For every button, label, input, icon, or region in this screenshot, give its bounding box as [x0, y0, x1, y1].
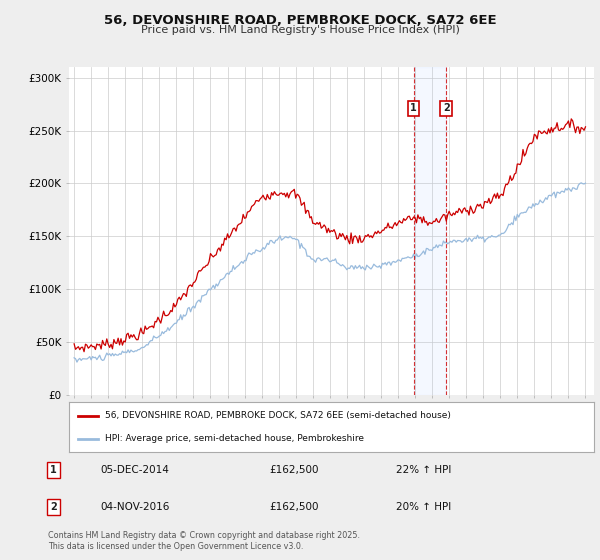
Text: 04-NOV-2016: 04-NOV-2016 — [101, 502, 170, 512]
Text: 1: 1 — [410, 103, 417, 113]
Text: 22% ↑ HPI: 22% ↑ HPI — [397, 465, 452, 475]
Text: 2: 2 — [50, 502, 56, 512]
Text: £162,500: £162,500 — [270, 502, 319, 512]
Text: 2: 2 — [443, 103, 449, 113]
Text: Contains HM Land Registry data © Crown copyright and database right 2025.: Contains HM Land Registry data © Crown c… — [48, 531, 360, 540]
Text: HPI: Average price, semi-detached house, Pembrokeshire: HPI: Average price, semi-detached house,… — [105, 435, 364, 444]
Text: £162,500: £162,500 — [270, 465, 319, 475]
Text: 1: 1 — [50, 465, 56, 475]
Text: Price paid vs. HM Land Registry's House Price Index (HPI): Price paid vs. HM Land Registry's House … — [140, 25, 460, 35]
Text: 56, DEVONSHIRE ROAD, PEMBROKE DOCK, SA72 6EE (semi-detached house): 56, DEVONSHIRE ROAD, PEMBROKE DOCK, SA72… — [105, 411, 451, 420]
Bar — [413, 67, 446, 395]
Text: 05-DEC-2014: 05-DEC-2014 — [101, 465, 170, 475]
Text: 56, DEVONSHIRE ROAD, PEMBROKE DOCK, SA72 6EE: 56, DEVONSHIRE ROAD, PEMBROKE DOCK, SA72… — [104, 14, 496, 27]
Text: This data is licensed under the Open Government Licence v3.0.: This data is licensed under the Open Gov… — [48, 542, 304, 550]
Text: 20% ↑ HPI: 20% ↑ HPI — [397, 502, 452, 512]
